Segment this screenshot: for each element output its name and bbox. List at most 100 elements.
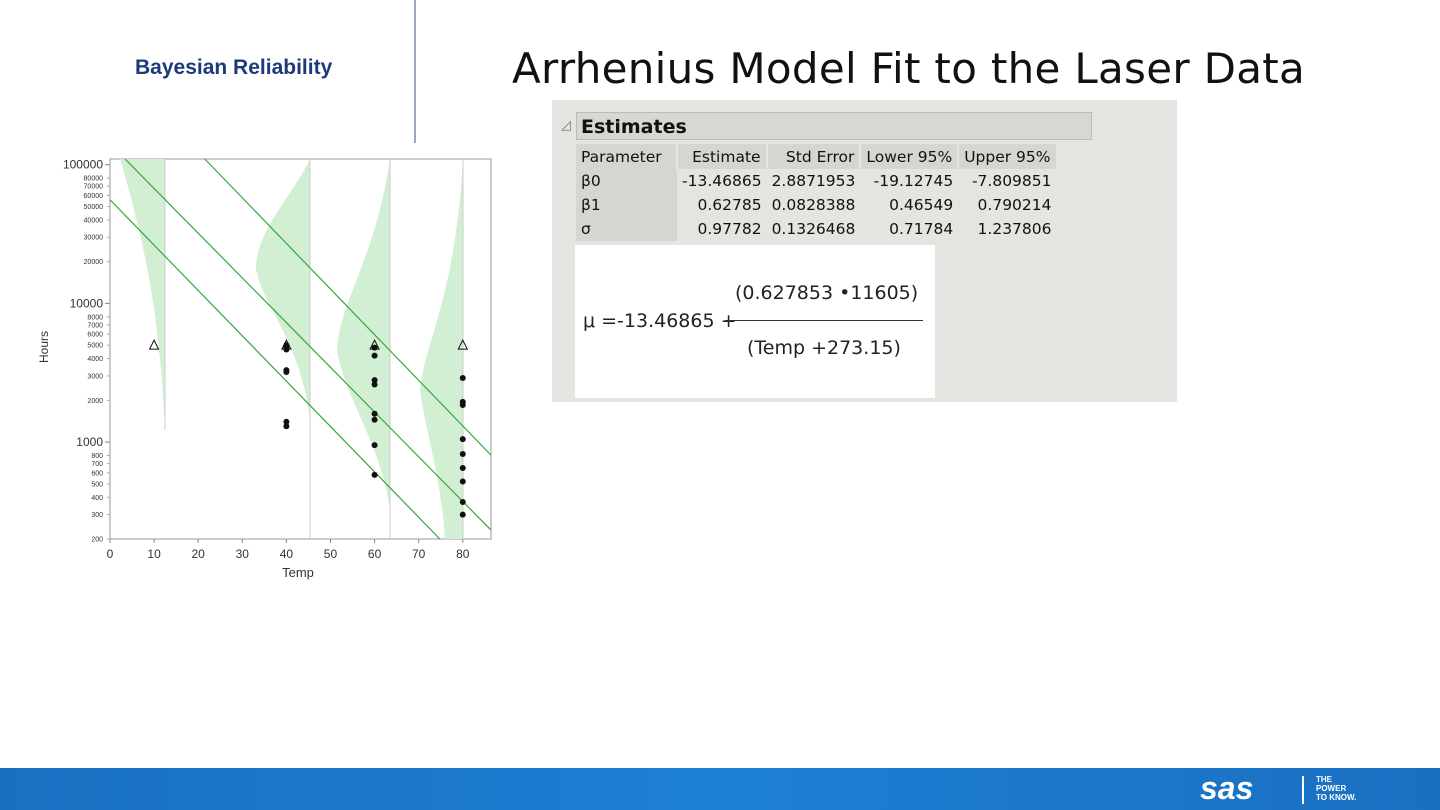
y-minor-tick-label: 300	[91, 512, 103, 519]
footer-band: sas THE POWER TO KNOW.	[0, 768, 1440, 810]
table-cell: -19.12745	[873, 172, 954, 190]
table-cell: 0.1326468	[771, 220, 856, 238]
table-cell: 0.46549	[889, 196, 954, 214]
formula-box: μ =-13.46865 + (0.627853 •11605) (Temp +…	[575, 245, 935, 398]
y-minor-tick-label: 7000	[87, 322, 103, 329]
y-minor-tick-label: 30000	[84, 235, 104, 242]
y-minor-tick-label: 2000	[87, 398, 103, 405]
failure-point	[459, 402, 466, 409]
x-tick-label: 40	[280, 547, 294, 561]
section-title: Bayesian Reliability	[135, 56, 333, 79]
x-tick-label: 80	[456, 547, 470, 561]
logo-divider	[1302, 776, 1304, 804]
y-minor-tick-label: 500	[91, 481, 103, 488]
x-tick-label: 30	[236, 547, 250, 561]
tagline-line: POWER	[1316, 784, 1347, 793]
censored-point	[281, 339, 292, 350]
failure-point	[459, 436, 466, 443]
x-tick-label: 70	[412, 547, 426, 561]
x-tick-label: 10	[147, 547, 161, 561]
table-cell: -7.809851	[971, 172, 1052, 190]
failure-point	[371, 416, 378, 423]
censored-point	[369, 339, 380, 350]
column-header: Estimate	[677, 144, 768, 169]
fit-line	[204, 158, 492, 456]
table-cell: 0.62785	[697, 196, 762, 214]
y-minor-tick-label: 600	[91, 470, 103, 477]
table-row: σ 0.97782 0.1326468 0.71784 1.237806	[576, 217, 1057, 241]
formula-numerator: (0.627853 •11605)	[735, 282, 919, 304]
failure-point	[283, 418, 290, 425]
disclosure-icon[interactable]: ◿	[561, 117, 571, 132]
failure-point	[459, 374, 466, 381]
y-minor-tick-label: 70000	[84, 184, 104, 191]
failure-point	[459, 511, 466, 518]
y-minor-tick-label: 6000	[87, 332, 103, 339]
y-minor-tick-label: 700	[91, 461, 103, 468]
table-cell: -13.46865	[682, 172, 762, 190]
y-minor-tick-label: 50000	[84, 204, 104, 211]
tagline-line: THE	[1316, 775, 1332, 784]
failure-point	[371, 381, 378, 388]
y-axis-label: Hours	[37, 331, 51, 363]
y-minor-tick-label: 8000	[87, 314, 103, 321]
fraction-bar	[725, 320, 923, 321]
table-row: β1 0.62785 0.0828388 0.46549 0.790214	[576, 193, 1057, 217]
table-cell: 0.97782	[697, 220, 762, 238]
failure-point	[371, 410, 378, 417]
y-tick-label: 100000	[63, 158, 103, 172]
fit-line	[109, 199, 441, 540]
y-minor-tick-label: 40000	[84, 217, 104, 224]
x-tick-label: 60	[368, 547, 382, 561]
table-header: Parameter Estimate Std Error Lower 95% Upper…	[576, 144, 1058, 169]
y-minor-tick-label: 200	[91, 537, 103, 544]
failure-point	[371, 471, 378, 478]
table-cell: 0.71784	[889, 220, 954, 238]
table-row: β0 -13.46865 2.8871953 -19.12745 -7.809851	[576, 169, 1057, 193]
failure-point	[283, 369, 290, 376]
y-minor-tick-label: 400	[91, 495, 103, 502]
failure-point	[371, 442, 378, 449]
table-cell: σ	[576, 217, 677, 241]
x-tick-label: 0	[107, 547, 114, 561]
table-cell: 0.790214	[977, 196, 1052, 214]
y-minor-tick-label: 60000	[84, 193, 104, 200]
table-cell: 1.237806	[977, 220, 1052, 238]
column-header: Std Error	[766, 144, 862, 169]
failure-point	[459, 465, 466, 472]
column-header: Parameter	[576, 144, 678, 169]
x-tick-label: 50	[324, 547, 338, 561]
table-cell: β0	[576, 169, 677, 193]
estimates-header: Estimates	[576, 112, 1092, 140]
estimates-table: Parameter Estimate Std Error Lower 95% Upper…	[576, 144, 1058, 241]
x-axis-label: Temp	[282, 565, 314, 580]
y-minor-tick-label: 5000	[87, 343, 103, 350]
formula-lhs: μ =-13.46865 +	[583, 310, 737, 332]
y-minor-tick-label: 20000	[84, 259, 104, 266]
table-cell: 2.8871953	[771, 172, 856, 190]
failure-point	[459, 498, 466, 505]
x-tick-label: 20	[192, 547, 206, 561]
density	[120, 159, 165, 430]
censored-point	[148, 339, 160, 350]
censored-point	[457, 339, 469, 350]
failure-point	[283, 423, 290, 430]
y-tick-label: 1000	[76, 435, 103, 449]
density	[337, 159, 390, 510]
y-minor-tick-label: 800	[91, 453, 103, 460]
table-cell: β1	[576, 193, 677, 217]
table-cell: 0.0828388	[771, 196, 856, 214]
column-header: Upper 95%	[958, 144, 1058, 169]
tagline-line: TO KNOW.	[1316, 793, 1357, 802]
density	[256, 159, 310, 420]
y-minor-tick-label: 4000	[87, 356, 103, 363]
slide-title: Arrhenius Model Fit to the Laser Data	[512, 44, 1306, 93]
sas-logo: sas	[1200, 770, 1254, 806]
density-shading	[120, 159, 463, 539]
table-body: β0 -13.46865 2.8871953 -19.12745 -7.809851 β1…	[576, 169, 1057, 241]
tagline: THE POWER TO KNOW.	[1316, 775, 1356, 802]
fit-line	[124, 158, 492, 531]
failure-point	[371, 344, 378, 351]
formula-denominator: (Temp +273.15)	[747, 337, 901, 359]
